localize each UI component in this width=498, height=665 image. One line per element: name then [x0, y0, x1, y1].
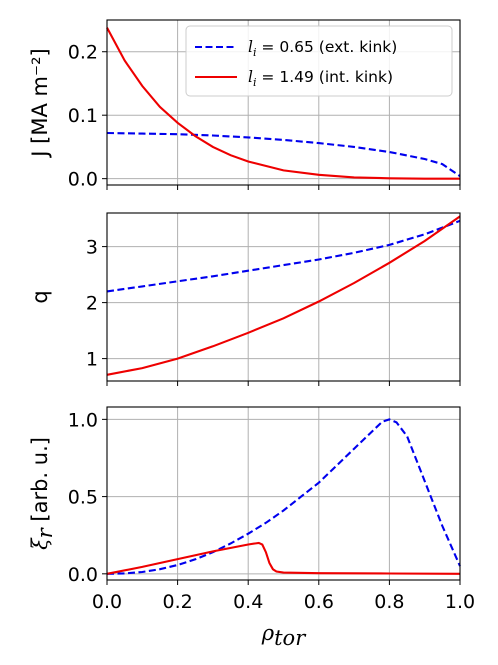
- y-axis-label: ξr [arb. u.]: [28, 437, 57, 550]
- x-tick-label: 0.6: [304, 591, 334, 613]
- x-tick-label: 0.2: [162, 591, 192, 613]
- y-tick-label: 0.0: [68, 169, 98, 191]
- x-tick-label: 0.4: [233, 591, 263, 613]
- y-axis-label: q: [28, 290, 52, 303]
- panel-1: 0.0 0.1 0.2 J [MA m⁻²] li = 0.65 (ext. kink)…: [28, 19, 461, 191]
- y-axis-label: J [MA m⁻²]: [28, 48, 52, 158]
- series-line-red-solid: [106, 27, 460, 180]
- y-tick-label: 1.0: [68, 409, 98, 431]
- y-tick-label: 2: [86, 293, 98, 315]
- axes-frame: [106, 212, 461, 382]
- legend-entry-label: li = 1.49 (int. kink): [248, 68, 393, 89]
- x-tick-label: 1.0: [445, 591, 475, 613]
- series-line-blue-dashed: [106, 219, 461, 293]
- y-tick-label: 0.5: [68, 487, 98, 509]
- y-tick-label: 0.1: [68, 105, 98, 127]
- y-tick-label: 0.2: [68, 42, 98, 64]
- panel-3: 0.0 0.5 1.0 0.0 0.2 0.4 0.6 0.8 1.0 ξr [arb. u.] ρ…: [28, 406, 475, 650]
- axes-frame: [106, 19, 461, 186]
- x-axis-label: ρtor: [261, 621, 307, 650]
- legend: li = 0.65 (ext. kink) li = 1.49 (int. kin…: [185, 25, 453, 97]
- series-line-red-solid: [106, 215, 461, 376]
- series-line-blue-dashed: [106, 131, 461, 177]
- axes-frame: [106, 406, 461, 581]
- panel-2: 1 2 3 q: [28, 212, 461, 386]
- x-tick-label: 0.0: [92, 591, 122, 613]
- y-tick-label: 3: [86, 237, 98, 259]
- series-line-blue-dashed: [106, 418, 461, 575]
- y-tick-label: 0.0: [68, 564, 98, 586]
- x-tick-label: 0.8: [374, 591, 404, 613]
- series-line-red-solid: [106, 541, 461, 575]
- legend-box: [185, 25, 453, 97]
- legend-entry-label: li = 0.65 (ext. kink): [248, 38, 397, 59]
- y-tick-label: 1: [86, 349, 98, 371]
